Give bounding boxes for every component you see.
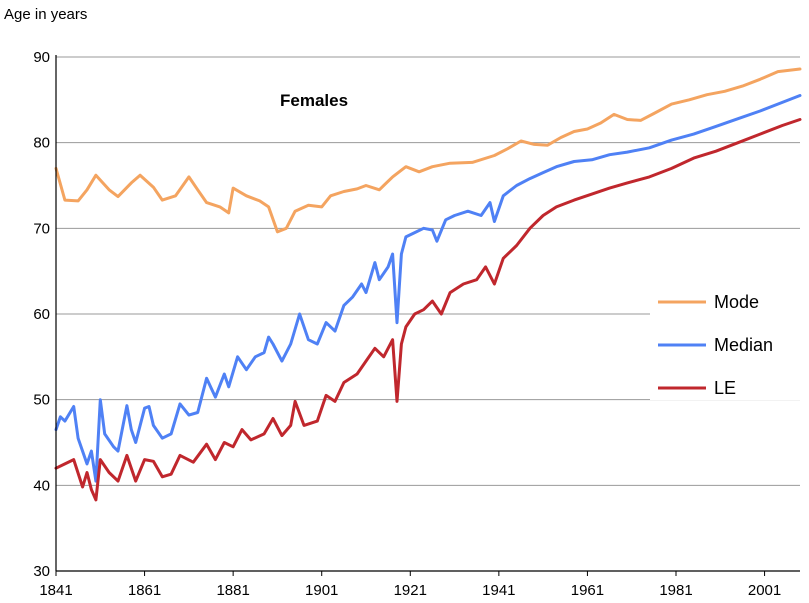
x-tick-label: 1841 bbox=[39, 582, 72, 599]
y-tick-label: 80 bbox=[33, 135, 50, 152]
series-line-mode bbox=[54, 67, 802, 234]
y-tick-label: 40 bbox=[33, 477, 50, 494]
legend: Mode Median LE bbox=[650, 282, 800, 400]
legend-label-mode: Mode bbox=[714, 292, 759, 312]
y-tick-label: 60 bbox=[33, 306, 50, 323]
x-tick-label: 2001 bbox=[748, 582, 781, 599]
legend-label-median: Median bbox=[714, 335, 773, 355]
y-axis-label: Age in years bbox=[4, 6, 87, 23]
legend-label-le: LE bbox=[714, 378, 736, 398]
x-tick-label: 1961 bbox=[571, 582, 604, 599]
x-tick-label: 1861 bbox=[128, 582, 161, 599]
y-tick-label: 50 bbox=[33, 392, 50, 409]
chart-title: Females bbox=[280, 91, 348, 110]
x-tick-label: 1881 bbox=[216, 582, 249, 599]
x-tick-label: 1921 bbox=[394, 582, 427, 599]
x-tick-labels: 1841 1861 1881 1901 1921 1941 1961 1981 2001 bbox=[39, 582, 781, 599]
y-tick-labels: 30 40 50 60 70 80 90 bbox=[33, 49, 50, 580]
gridlines bbox=[56, 56, 800, 486]
axes bbox=[55, 55, 800, 576]
series-line-le bbox=[54, 118, 802, 502]
series-layer bbox=[54, 67, 802, 502]
x-tick-label: 1941 bbox=[482, 582, 515, 599]
x-tick-label: 1901 bbox=[305, 582, 338, 599]
y-tick-label: 30 bbox=[33, 563, 50, 580]
y-tick-label: 70 bbox=[33, 220, 50, 237]
series-line-median bbox=[54, 94, 802, 483]
x-tick-label: 1981 bbox=[659, 582, 692, 599]
y-tick-label: 90 bbox=[33, 49, 50, 66]
